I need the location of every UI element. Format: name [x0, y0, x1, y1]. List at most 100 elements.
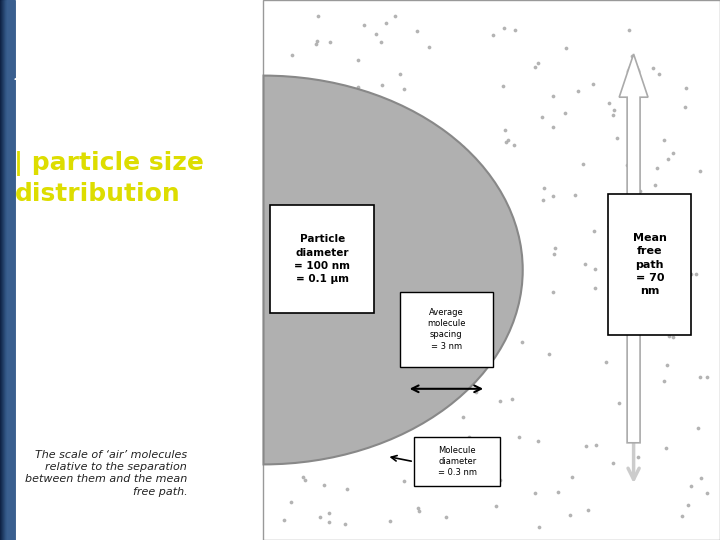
Point	[580, 442, 591, 450]
Bar	[1, 0, 8, 540]
Point	[408, 303, 419, 312]
Point	[498, 24, 510, 32]
Bar	[4, 0, 11, 540]
Bar	[1, 0, 9, 540]
Point	[534, 522, 545, 531]
Point	[701, 488, 712, 497]
Point	[347, 360, 359, 368]
Point	[274, 76, 285, 84]
Point	[676, 512, 688, 521]
Point	[649, 181, 660, 190]
Point	[690, 270, 702, 279]
Point	[410, 183, 421, 191]
Bar	[5, 0, 12, 540]
Bar	[7, 0, 14, 540]
Point	[589, 265, 600, 274]
Bar	[3, 0, 10, 540]
Bar	[2, 0, 9, 540]
Point	[397, 298, 409, 306]
Point	[358, 105, 369, 113]
Bar	[270, 205, 374, 313]
Bar	[4, 0, 12, 540]
Bar	[1, 0, 8, 540]
Point	[667, 264, 679, 273]
Bar	[6, 0, 14, 540]
Bar	[0, 0, 7, 540]
Point	[274, 307, 286, 316]
Bar	[6, 0, 13, 540]
Bar	[400, 292, 493, 367]
Point	[498, 82, 509, 90]
Point	[390, 12, 401, 21]
Text: The scale of ‘air’ molecules
relative to the separation
between them and the mea: The scale of ‘air’ molecules relative to…	[25, 450, 187, 497]
Bar	[4, 0, 12, 540]
Point	[381, 279, 392, 288]
Bar	[4, 0, 12, 540]
Bar	[7, 0, 14, 540]
Point	[368, 132, 379, 140]
Point	[487, 254, 498, 263]
Bar	[6, 0, 13, 540]
Point	[331, 379, 343, 387]
Point	[603, 221, 615, 230]
Point	[487, 30, 499, 39]
Point	[321, 164, 333, 172]
Bar	[2, 0, 9, 540]
Point	[674, 199, 685, 207]
Point	[664, 332, 675, 341]
Bar	[6, 0, 13, 540]
Point	[332, 230, 343, 239]
Point	[654, 70, 665, 79]
Point	[572, 87, 584, 96]
Bar	[5, 0, 12, 540]
Point	[632, 453, 644, 461]
Point	[662, 302, 674, 311]
Point	[384, 144, 395, 152]
Point	[411, 26, 423, 35]
Point	[324, 517, 336, 526]
Point	[289, 423, 301, 432]
Point	[603, 98, 614, 107]
Bar	[3, 0, 10, 540]
Bar	[6, 0, 13, 540]
Point	[393, 200, 405, 209]
Point	[287, 206, 299, 214]
Point	[536, 113, 548, 122]
Bar	[6, 0, 13, 540]
Point	[470, 387, 482, 396]
Point	[457, 143, 469, 151]
Bar	[1, 0, 8, 540]
Point	[682, 501, 693, 510]
Point	[440, 513, 451, 522]
Point	[613, 399, 625, 407]
Point	[588, 80, 599, 89]
Point	[377, 106, 388, 115]
Bar	[414, 437, 500, 486]
Bar	[4, 0, 12, 540]
Point	[380, 19, 392, 28]
Bar	[3, 0, 10, 540]
Point	[493, 194, 505, 203]
Point	[607, 459, 618, 468]
Point	[662, 311, 674, 320]
Point	[304, 339, 315, 347]
Point	[537, 195, 549, 204]
Point	[364, 409, 375, 417]
Bar	[4, 0, 12, 540]
Bar	[6, 0, 13, 540]
Point	[667, 148, 678, 157]
Bar	[6, 0, 13, 540]
Bar	[4, 0, 11, 540]
Bar	[6, 0, 14, 540]
Point	[404, 379, 415, 388]
Point	[528, 489, 540, 497]
Point	[621, 161, 632, 170]
Bar	[7, 0, 14, 540]
Bar	[5, 0, 12, 540]
Bar	[2, 0, 9, 540]
Point	[402, 300, 414, 309]
Point	[529, 63, 541, 71]
Point	[547, 191, 559, 200]
Point	[428, 161, 439, 170]
Bar	[6, 0, 14, 540]
